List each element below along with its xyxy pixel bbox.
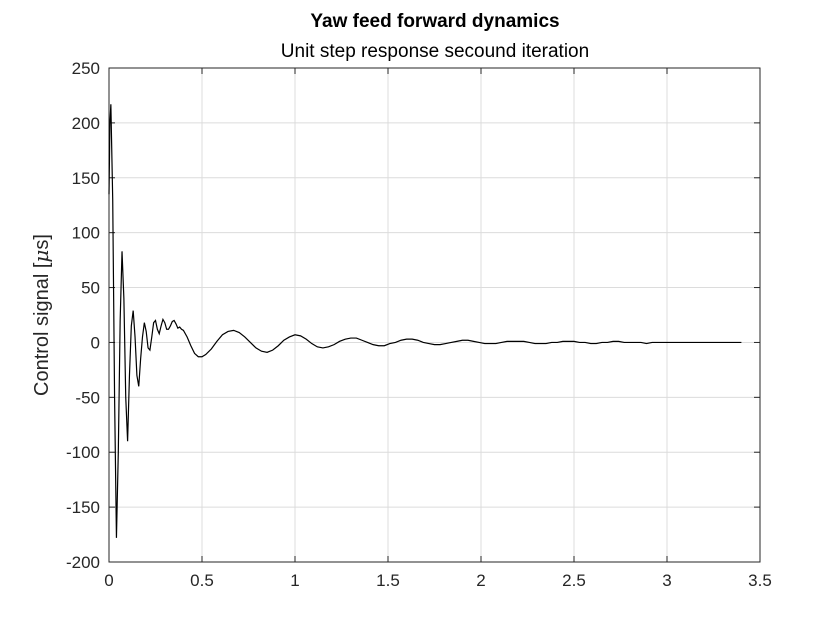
y-tick-label: -150 (66, 498, 100, 517)
y-tick-label: 100 (72, 224, 100, 243)
axis-ticks (108, 67, 761, 563)
y-axis-label-mu: μ (29, 250, 53, 263)
y-axis-label-text: Control signal [ (31, 262, 53, 396)
x-tick-label: 2.5 (562, 571, 586, 590)
y-tick-label: 0 (91, 333, 100, 352)
x-tick-label: 3 (662, 571, 671, 590)
y-tick-label: 250 (72, 59, 100, 78)
y-tick-label: -200 (66, 553, 100, 572)
y-tick-label: -100 (66, 443, 100, 462)
y-tick-label: 150 (72, 169, 100, 188)
y-axis-label-unit: s] (31, 234, 53, 250)
y-tick-labels: -200 -150 -100 -50 0 50 100 150 200 250 (66, 59, 100, 572)
grid-lines (108, 67, 761, 563)
x-tick-label: 1.5 (376, 571, 400, 590)
x-tick-label: 1 (290, 571, 299, 590)
x-tick-label: 3.5 (748, 571, 772, 590)
y-tick-label: -50 (75, 388, 100, 407)
series-line (108, 104, 742, 538)
plot-area-frame (108, 67, 761, 563)
x-tick-label: 2 (476, 571, 485, 590)
chart-title: Yaw feed forward dynamics (310, 11, 559, 32)
chart-subtitle: Unit step response secound iteration (281, 41, 589, 62)
x-tick-label: 0.5 (190, 571, 214, 590)
x-tick-labels: 0 0.5 1 1.5 2 2.5 3 3.5 (104, 571, 772, 590)
y-axis-label: Control signal [μs] (29, 234, 53, 396)
y-tick-label: 50 (81, 279, 100, 298)
x-tick-label: 0 (104, 571, 113, 590)
y-tick-label: 200 (72, 114, 100, 133)
series-layer (108, 104, 742, 538)
